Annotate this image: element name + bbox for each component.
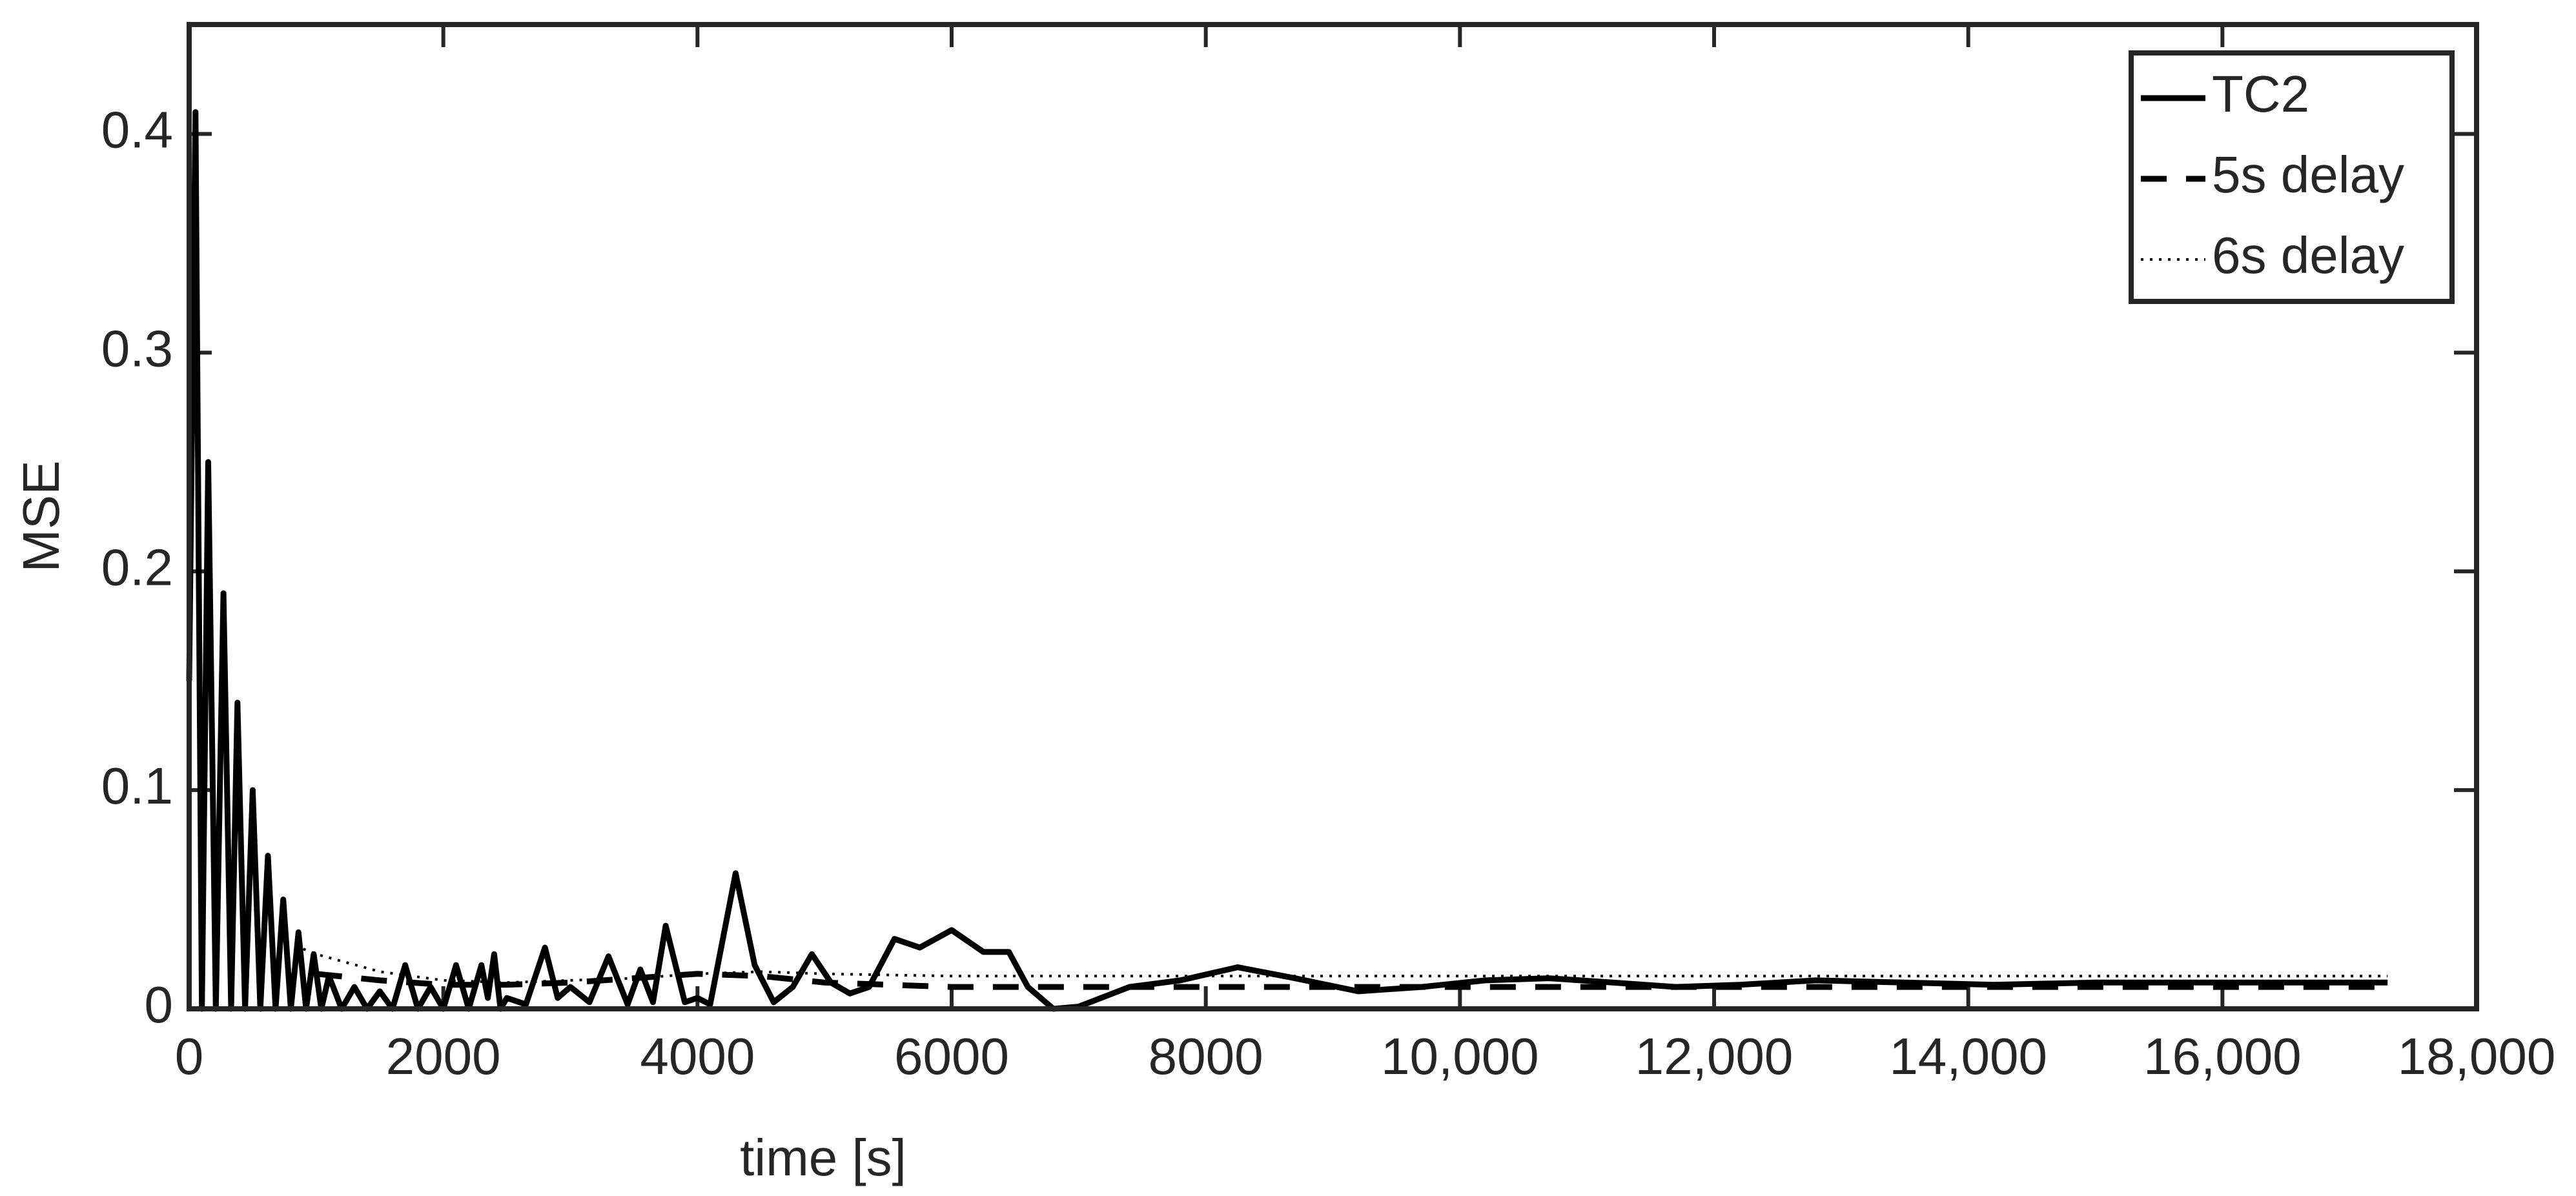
y-tick-label: 0.4 (101, 101, 173, 159)
legend-label: 6s delay (2212, 227, 2404, 284)
x-axis-label: time [s] (740, 1129, 906, 1186)
x-tick-label: 0 (175, 1028, 204, 1085)
x-tick-label: 18,000 (2398, 1028, 2556, 1085)
legend-label: TC2 (2212, 65, 2309, 123)
x-tick-label: 2000 (386, 1028, 501, 1085)
x-tick-label: 10,000 (1381, 1028, 1539, 1085)
x-tick-label: 6000 (894, 1028, 1009, 1085)
y-tick-label: 0 (145, 976, 174, 1033)
x-tick-label: 8000 (1149, 1028, 1263, 1085)
x-tick-label: 12,000 (1635, 1028, 1794, 1085)
series-line (278, 937, 2388, 984)
legend-label: 5s delay (2212, 146, 2404, 203)
x-tick-label: 16,000 (2143, 1028, 2302, 1085)
y-tick-label: 0.2 (101, 538, 173, 596)
y-tick-label: 0.3 (101, 319, 173, 377)
x-tick-label: 4000 (640, 1028, 755, 1085)
y-tick-label: 0.1 (101, 757, 173, 815)
x-tick-label: 14,000 (1889, 1028, 2047, 1085)
plot-frame (187, 22, 2479, 1011)
series-line (186, 109, 2388, 1012)
legend-box (2129, 50, 2455, 304)
series-line (316, 971, 2388, 990)
y-axis-label: MSE (12, 460, 70, 572)
